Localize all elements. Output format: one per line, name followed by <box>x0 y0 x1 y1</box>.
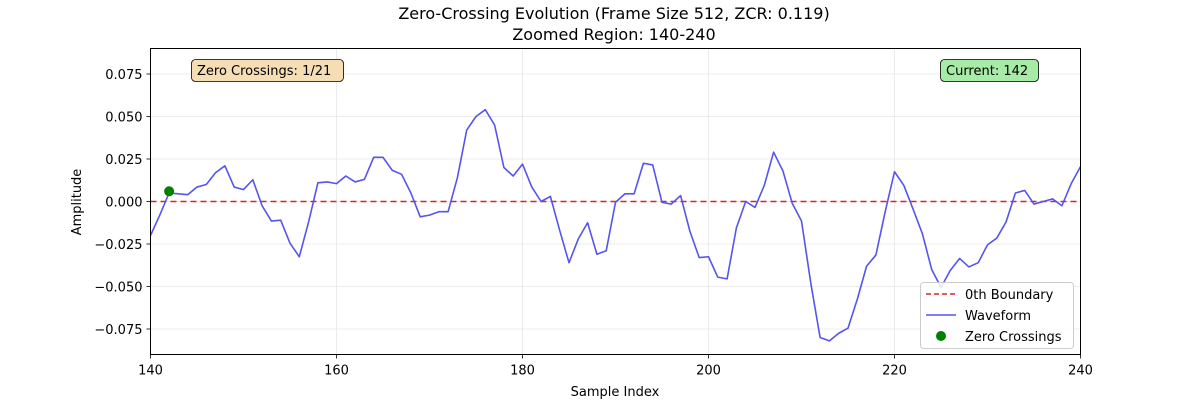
y-tick-label: −0.025 <box>94 238 142 253</box>
zero-crossing-layer <box>164 186 175 197</box>
zero-crossings-count-box: Zero Crossings: 1/21 <box>191 59 344 82</box>
legend: 0th Boundary Waveform Zero Crossings <box>920 282 1074 349</box>
y-tick-label: 0.000 <box>105 196 142 211</box>
y-tick-label: 0.075 <box>105 68 142 83</box>
chart-subtitle: Zoomed Region: 140-240 <box>512 25 715 44</box>
current-index-box: Current: 142 <box>940 59 1039 82</box>
y-tick-label: −0.075 <box>94 323 142 338</box>
legend-zero-crossings-label: Zero Crossings <box>965 330 1062 345</box>
x-tick-label: 160 <box>324 364 349 379</box>
y-axis-ticks: −0.075 −0.050 −0.025 0.000 0.025 0.050 0.075 <box>94 68 151 338</box>
x-tick-label: 140 <box>138 364 163 379</box>
legend-waveform-label: Waveform <box>965 309 1031 324</box>
chart-title: Zero-Crossing Evolution (Frame Size 512,… <box>398 4 829 23</box>
x-tick-label: 240 <box>1068 364 1093 379</box>
current-index-text: Current: 142 <box>946 64 1028 79</box>
x-axis-ticks: 140 160 180 200 220 240 <box>138 354 1093 379</box>
legend-frame <box>920 282 1074 349</box>
x-tick-label: 200 <box>696 364 721 379</box>
x-axis-label: Sample Index <box>571 385 660 400</box>
x-tick-label: 180 <box>510 364 535 379</box>
x-tick-label: 220 <box>882 364 907 379</box>
y-axis-label: Amplitude <box>70 169 85 236</box>
zero-crossings-count-text: Zero Crossings: 1/21 <box>197 64 331 79</box>
waveform-layer <box>149 108 1082 342</box>
legend-boundary-label: 0th Boundary <box>965 288 1054 303</box>
legend-zero-crossings-swatch <box>936 331 946 341</box>
y-tick-label: −0.050 <box>94 281 142 296</box>
y-tick-label: 0.050 <box>105 111 142 126</box>
waveform-line <box>149 108 1082 342</box>
zero-crossing-point <box>164 186 175 197</box>
y-tick-label: 0.025 <box>105 153 142 168</box>
